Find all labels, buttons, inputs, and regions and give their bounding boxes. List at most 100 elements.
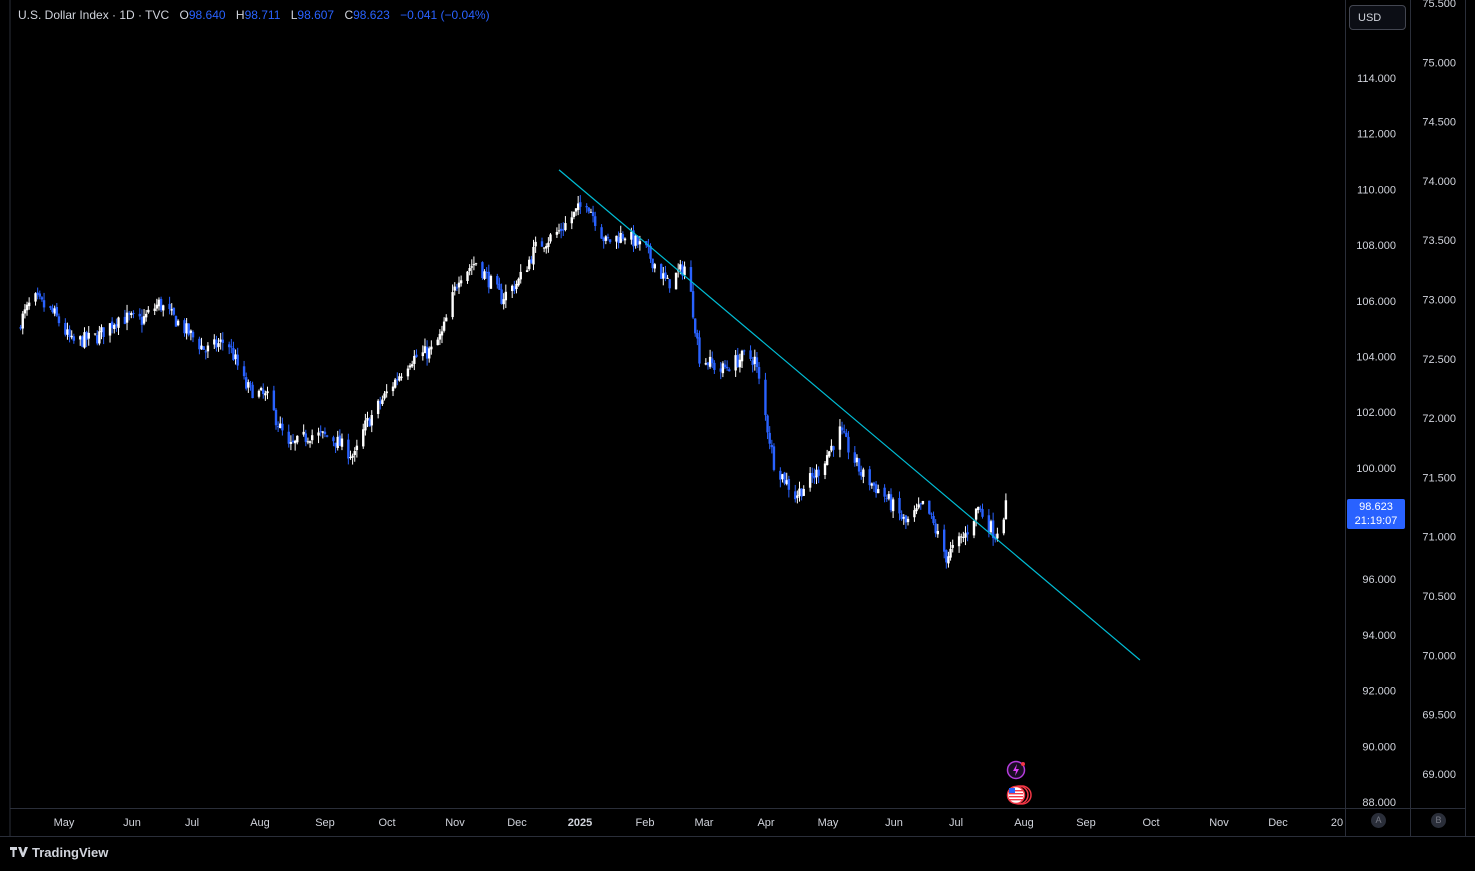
flag-stripe: [1009, 799, 1023, 801]
candle: [728, 367, 731, 372]
candle-body: [102, 327, 105, 337]
candle: [185, 318, 188, 340]
currency-button[interactable]: USD: [1349, 5, 1406, 30]
candle: [470, 259, 473, 276]
candle-body: [742, 350, 746, 352]
candle: [172, 307, 176, 316]
candle: [362, 423, 365, 449]
candle-body: [528, 259, 531, 270]
candle: [817, 466, 820, 484]
price-tick-label: 106.000: [1356, 296, 1396, 308]
candle: [257, 389, 261, 399]
candle-body: [242, 366, 246, 377]
candle-body: [772, 446, 776, 470]
candle-body: [498, 283, 501, 290]
candle-body: [966, 532, 969, 535]
candle: [808, 467, 812, 492]
candle-body: [870, 483, 874, 486]
candle: [187, 323, 190, 337]
candle-body: [572, 211, 576, 217]
candle-body: [245, 377, 248, 389]
candle: [900, 510, 903, 521]
candle: [964, 526, 967, 546]
symbol-title[interactable]: U.S. Dollar Index · 1D · TVC: [18, 8, 170, 22]
candle: [162, 304, 165, 317]
candle-body: [764, 379, 767, 416]
candle-body: [891, 499, 895, 512]
candle-body: [291, 440, 295, 443]
candle-body: [770, 445, 774, 448]
candle: [42, 292, 46, 312]
candle: [232, 341, 235, 361]
candle: [98, 325, 101, 346]
time-tick-label: Dec: [507, 817, 527, 829]
candle-body: [589, 211, 593, 213]
candle: [215, 335, 218, 352]
candle-body: [798, 488, 801, 496]
candle-body: [445, 317, 448, 322]
candle: [21, 311, 24, 335]
tradingview-brand[interactable]: TradingView: [10, 845, 108, 860]
candle: [83, 327, 86, 349]
candle: [421, 345, 425, 361]
candle: [545, 243, 548, 254]
candle: [604, 235, 608, 245]
candle: [623, 237, 627, 245]
candle-body: [504, 291, 508, 301]
candle-body: [51, 307, 54, 313]
candle: [723, 360, 727, 370]
candle: [845, 428, 848, 438]
candle-body: [996, 533, 999, 539]
candle: [221, 332, 224, 351]
candle: [689, 260, 693, 292]
candle: [885, 494, 888, 502]
candle-body: [38, 293, 41, 297]
candle-body: [679, 264, 682, 270]
candle: [932, 511, 935, 526]
candle: [951, 539, 954, 553]
candle-body: [27, 302, 31, 307]
candle-body: [811, 472, 814, 477]
candle-body: [383, 393, 386, 399]
candle: [813, 468, 816, 484]
candle: [842, 424, 846, 434]
candle: [202, 346, 205, 351]
candle-body: [974, 508, 978, 520]
candle-body: [604, 236, 608, 241]
candle-body: [749, 350, 752, 359]
candle-body: [855, 457, 859, 463]
candle: [794, 484, 797, 503]
symbol-legend: U.S. Dollar Index · 1D · TVC O98.640 H98…: [18, 8, 490, 22]
candle-body: [96, 335, 99, 344]
candle-body: [325, 435, 329, 437]
candle-body: [113, 324, 116, 330]
candle-body: [281, 423, 284, 431]
us-flag-event-icon: [1006, 785, 1032, 805]
candle: [860, 465, 863, 480]
candle: [934, 519, 937, 538]
candle: [725, 360, 729, 371]
candle-body: [55, 307, 59, 316]
candle: [830, 439, 833, 453]
candle-body: [147, 309, 150, 313]
auto-scale-button[interactable]: A: [1371, 813, 1386, 828]
candle: [113, 323, 116, 334]
candle-body: [100, 327, 103, 333]
candle-body: [713, 362, 716, 370]
candle-body: [21, 313, 24, 329]
candle-body: [651, 258, 654, 269]
candle: [787, 475, 791, 498]
candle-body: [902, 517, 905, 519]
candle-body: [545, 246, 548, 249]
candle: [651, 258, 654, 273]
candle-body: [1004, 500, 1008, 520]
candle-body: [296, 435, 299, 443]
candle-body: [691, 291, 695, 318]
scale-b-button[interactable]: B: [1431, 813, 1446, 828]
candle-body: [832, 446, 835, 450]
candle: [289, 435, 293, 451]
candle-body: [753, 356, 756, 364]
candle: [142, 308, 146, 326]
